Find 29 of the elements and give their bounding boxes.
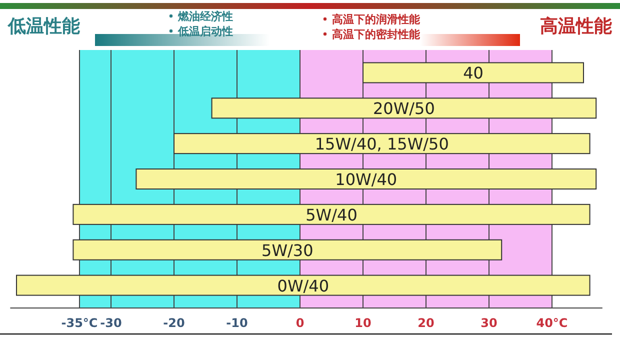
x-tick-label: 0 [296, 316, 304, 330]
text: 低温性能 [7, 16, 80, 37]
bar [211, 98, 597, 119]
bar [72, 204, 590, 225]
y-tick-label: 5W/30 [262, 240, 314, 260]
text: 高温下的密封性能 [332, 28, 421, 41]
bar [362, 62, 584, 84]
text: 高温下的润滑性能 [332, 13, 421, 26]
y-tick-label: 0W/40 [277, 276, 330, 296]
bar [174, 133, 590, 154]
x-tick-label: -30 [100, 316, 122, 330]
y-tick-label: 20W/50 [372, 99, 435, 118]
x-tick-label: -20 [163, 316, 185, 330]
y-tick-label: 10W/40 [335, 170, 398, 189]
y-tick-label: 40 [463, 64, 484, 83]
x-tick-label: 30 [480, 316, 498, 330]
x-tick-label: 10 [354, 316, 372, 330]
x-tick-label: -10 [226, 316, 248, 330]
y-tick-label: 15W/40, 15W/50 [314, 134, 449, 154]
y-tick-label: 5W/40 [306, 205, 358, 224]
bar [72, 239, 502, 260]
text: 低温启动性 [177, 25, 233, 38]
x-tick-label: 40°C [536, 316, 568, 330]
x-tick-label: -35°C [61, 316, 98, 330]
text: 高温性能 [540, 16, 612, 37]
x-tick-label: 20 [418, 316, 434, 330]
bar [16, 274, 590, 296]
text: 燃油经济性 [177, 10, 233, 23]
bar [136, 168, 597, 190]
